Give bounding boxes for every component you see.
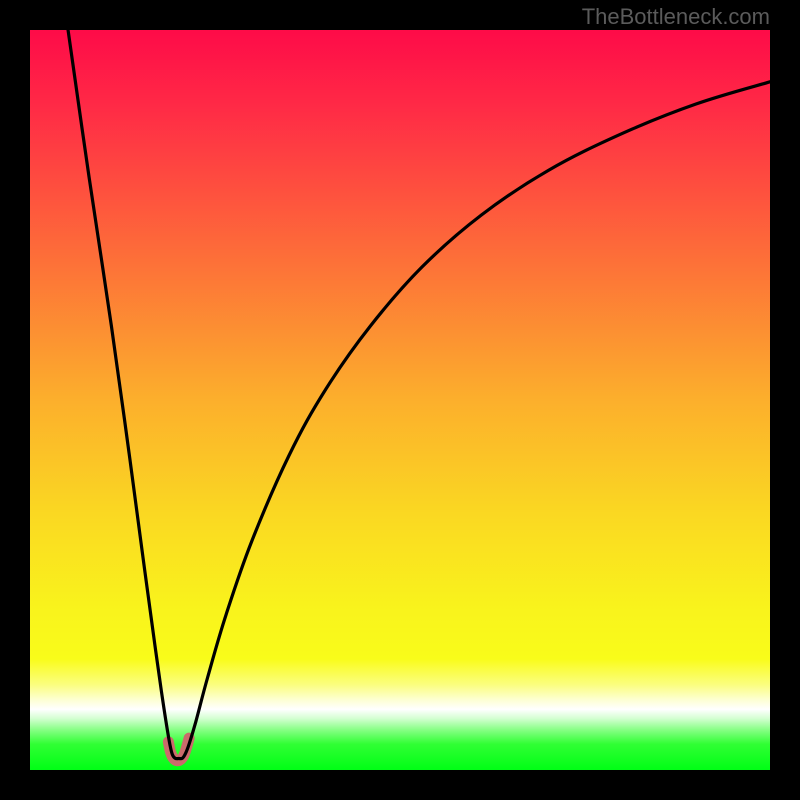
bottleneck-curve xyxy=(67,30,770,759)
watermark-text: TheBottleneck.com xyxy=(582,4,770,30)
curve-layer xyxy=(30,30,770,770)
chart-container: TheBottleneck.com xyxy=(0,0,800,800)
plot-area xyxy=(30,30,770,770)
